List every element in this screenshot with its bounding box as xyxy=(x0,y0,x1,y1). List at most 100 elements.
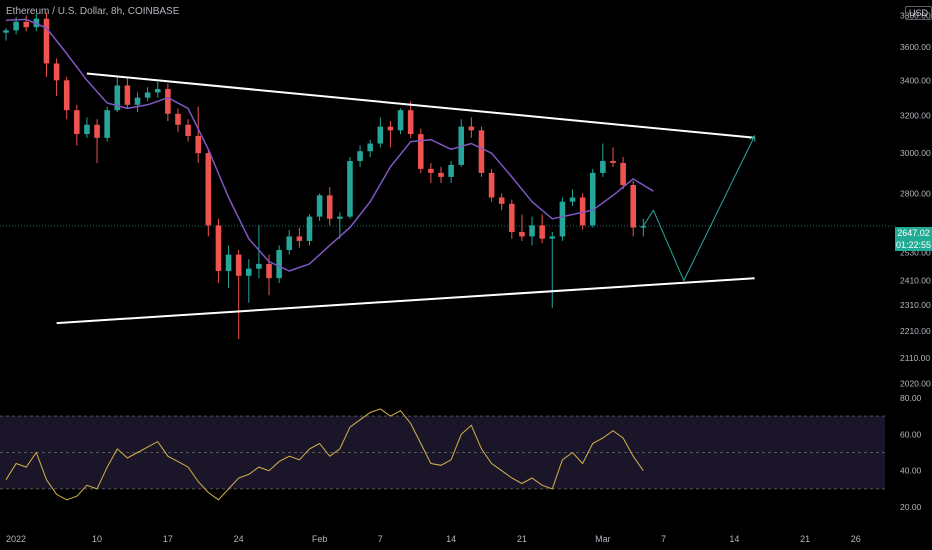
candle-body xyxy=(154,88,161,93)
price-tick-label: 3200.00 xyxy=(900,111,931,121)
rsi-tick-label: 80.00 xyxy=(900,393,922,403)
candle-body xyxy=(74,110,80,135)
axis-layer: 3800.00 3600.00 3400.00 3200.00 3000.00 2800.… xyxy=(6,11,931,544)
candle-body xyxy=(276,250,282,279)
candle-body xyxy=(569,197,576,202)
candle-body xyxy=(256,263,262,269)
price-tick-label: 2310.00 xyxy=(900,300,931,310)
candle-body xyxy=(640,225,647,228)
symbol-title: Ethereum / U.S. Dollar, 8h, COINBASE xyxy=(6,6,180,17)
candle-body xyxy=(326,195,333,219)
candle-body xyxy=(53,63,60,81)
time-tick-label: Feb xyxy=(312,534,328,544)
currency-button[interactable]: USD xyxy=(905,6,932,20)
lines-layer xyxy=(5,18,756,501)
candle-body xyxy=(185,124,191,136)
candle-body xyxy=(225,254,232,271)
candle-body xyxy=(387,126,394,131)
candles-layer xyxy=(3,12,647,339)
candle-body xyxy=(397,110,404,131)
candle-body xyxy=(124,85,131,105)
upper-trendline xyxy=(86,72,755,139)
candle-body xyxy=(549,236,556,239)
candle-body xyxy=(134,97,141,105)
price-tick-label: 2410.00 xyxy=(900,276,931,286)
lower-trendline xyxy=(56,277,755,325)
candle-body xyxy=(347,160,353,217)
time-tick-label: 7 xyxy=(661,534,666,544)
rsi-band-layer xyxy=(0,225,895,490)
projection-arrowhead xyxy=(749,135,756,142)
ma-line xyxy=(5,18,654,272)
countdown-tag: 01:22:55 xyxy=(895,239,932,251)
time-tick-label: 7 xyxy=(378,534,383,544)
candle-body xyxy=(488,172,495,198)
time-tick-label: 21 xyxy=(517,534,527,544)
candle-body xyxy=(114,85,121,111)
time-tick-label: Mar xyxy=(595,534,611,544)
candle-body xyxy=(63,80,70,111)
candle-body xyxy=(407,110,414,135)
candle-body xyxy=(589,172,596,226)
candle-body xyxy=(519,231,525,237)
candle-body xyxy=(529,225,535,237)
rsi-tick-label: 40.00 xyxy=(900,466,922,476)
candle-body xyxy=(175,113,181,125)
rsi-band xyxy=(0,416,885,489)
candle-body xyxy=(377,126,384,144)
candle-body xyxy=(448,164,454,177)
rsi-tick-label: 20.00 xyxy=(900,502,922,512)
candle-body xyxy=(84,124,90,135)
candle-body xyxy=(498,197,505,204)
candle-body xyxy=(579,197,586,226)
candle-body xyxy=(296,236,303,241)
rsi-tick-label: 60.00 xyxy=(900,429,922,439)
last-price-tag: 2647.02 xyxy=(895,227,932,239)
candle-body xyxy=(13,21,19,31)
price-tick-label: 3800.00 xyxy=(900,11,931,21)
projection-line xyxy=(642,135,756,282)
time-tick-label: 21 xyxy=(800,534,810,544)
time-tick-label: 10 xyxy=(92,534,102,544)
candle-body xyxy=(316,195,323,217)
candle-body xyxy=(367,143,373,152)
candle-body xyxy=(468,126,475,131)
price-tick-label: 2530.00 xyxy=(900,247,931,257)
candle-body xyxy=(620,162,626,186)
price-tick-label: 2020.00 xyxy=(900,378,931,388)
candle-body xyxy=(165,88,171,114)
candle-body xyxy=(286,236,293,251)
time-tick-label: 26 xyxy=(851,534,861,544)
candle-body xyxy=(266,263,272,279)
candle-body xyxy=(306,216,313,241)
candle-body xyxy=(478,130,485,173)
candle-body xyxy=(3,30,9,33)
candle-body xyxy=(509,203,515,232)
time-tick-label: 14 xyxy=(446,534,456,544)
candle-body xyxy=(195,135,201,154)
time-tick-label: 17 xyxy=(163,534,173,544)
candle-body xyxy=(610,160,616,163)
time-tick-label: 14 xyxy=(729,534,739,544)
price-tick-label: 2110.00 xyxy=(900,353,930,363)
candle-body xyxy=(144,92,151,98)
candle-body xyxy=(337,216,343,219)
time-tick-label: 2022 xyxy=(6,534,26,544)
price-tick-label: 3600.00 xyxy=(900,42,931,52)
candle-body xyxy=(428,168,434,173)
candle-body xyxy=(600,160,606,173)
candle-body xyxy=(215,225,222,271)
candle-body xyxy=(630,185,636,228)
price-tick-label: 3400.00 xyxy=(900,75,931,85)
rsi-line xyxy=(5,408,644,501)
candle-body xyxy=(104,110,110,138)
price-tick-label: 3000.00 xyxy=(900,148,931,158)
candle-body xyxy=(23,21,30,28)
candle-body xyxy=(357,151,363,161)
candle-body xyxy=(417,134,424,169)
candle-body xyxy=(438,172,444,177)
price-tick-label: 2210.00 xyxy=(900,326,931,336)
candle-body xyxy=(246,268,252,276)
candle-body xyxy=(205,153,212,226)
